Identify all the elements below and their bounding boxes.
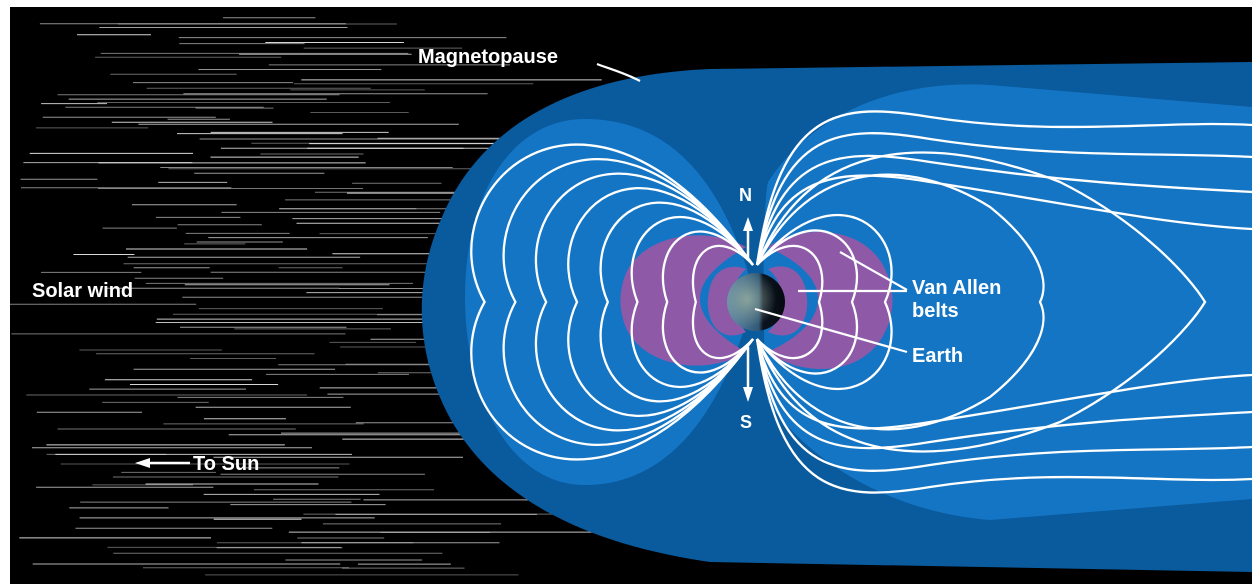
south-arrow — [743, 347, 753, 402]
north-label: N — [739, 185, 752, 205]
north-arrow — [743, 217, 753, 259]
van-allen-label-line2: belts — [912, 300, 959, 322]
magnetopause-label: Magnetopause — [418, 46, 559, 68]
diagram-canvas — [10, 17, 1252, 576]
field-line — [755, 132, 1252, 266]
field-line — [630, 215, 754, 389]
field-line — [470, 143, 754, 461]
magnetosphere-inner-dayside — [465, 119, 748, 485]
field-line — [691, 244, 754, 360]
earth-globe — [727, 273, 785, 331]
solar-wind-label: Solar wind — [32, 280, 134, 302]
field-line — [756, 229, 858, 375]
to-sun-arrow — [135, 458, 190, 468]
magnetosphere-inner — [763, 84, 1252, 521]
label-leader-lines — [596, 62, 908, 354]
field-line — [502, 157, 754, 447]
field-line — [755, 110, 1252, 266]
field-line — [755, 151, 1207, 453]
van-allen-label-line1: Van Allen — [912, 277, 1002, 299]
south-label: S — [740, 412, 753, 432]
field-line — [755, 154, 1252, 266]
earth-label: Earth — [912, 345, 964, 367]
to-sun-label: To Sun — [193, 453, 260, 475]
field-line — [599, 201, 754, 403]
magnetic-field-lines — [470, 110, 1252, 494]
van-allen-label: Van Allen belts — [912, 277, 1001, 323]
field-line — [755, 338, 1252, 494]
field-line — [755, 174, 1252, 266]
van-allen-belts — [620, 231, 893, 370]
field-line — [755, 338, 1252, 450]
field-line — [661, 230, 754, 374]
field-line — [567, 187, 754, 417]
field-line — [756, 214, 893, 390]
field-line — [534, 172, 754, 432]
field-line — [755, 338, 1252, 472]
field-line — [756, 244, 824, 360]
magnetosphere-diagram: Magnetopause Solar wind To Sun N S Van A… — [10, 7, 1252, 584]
field-line — [755, 338, 1252, 430]
